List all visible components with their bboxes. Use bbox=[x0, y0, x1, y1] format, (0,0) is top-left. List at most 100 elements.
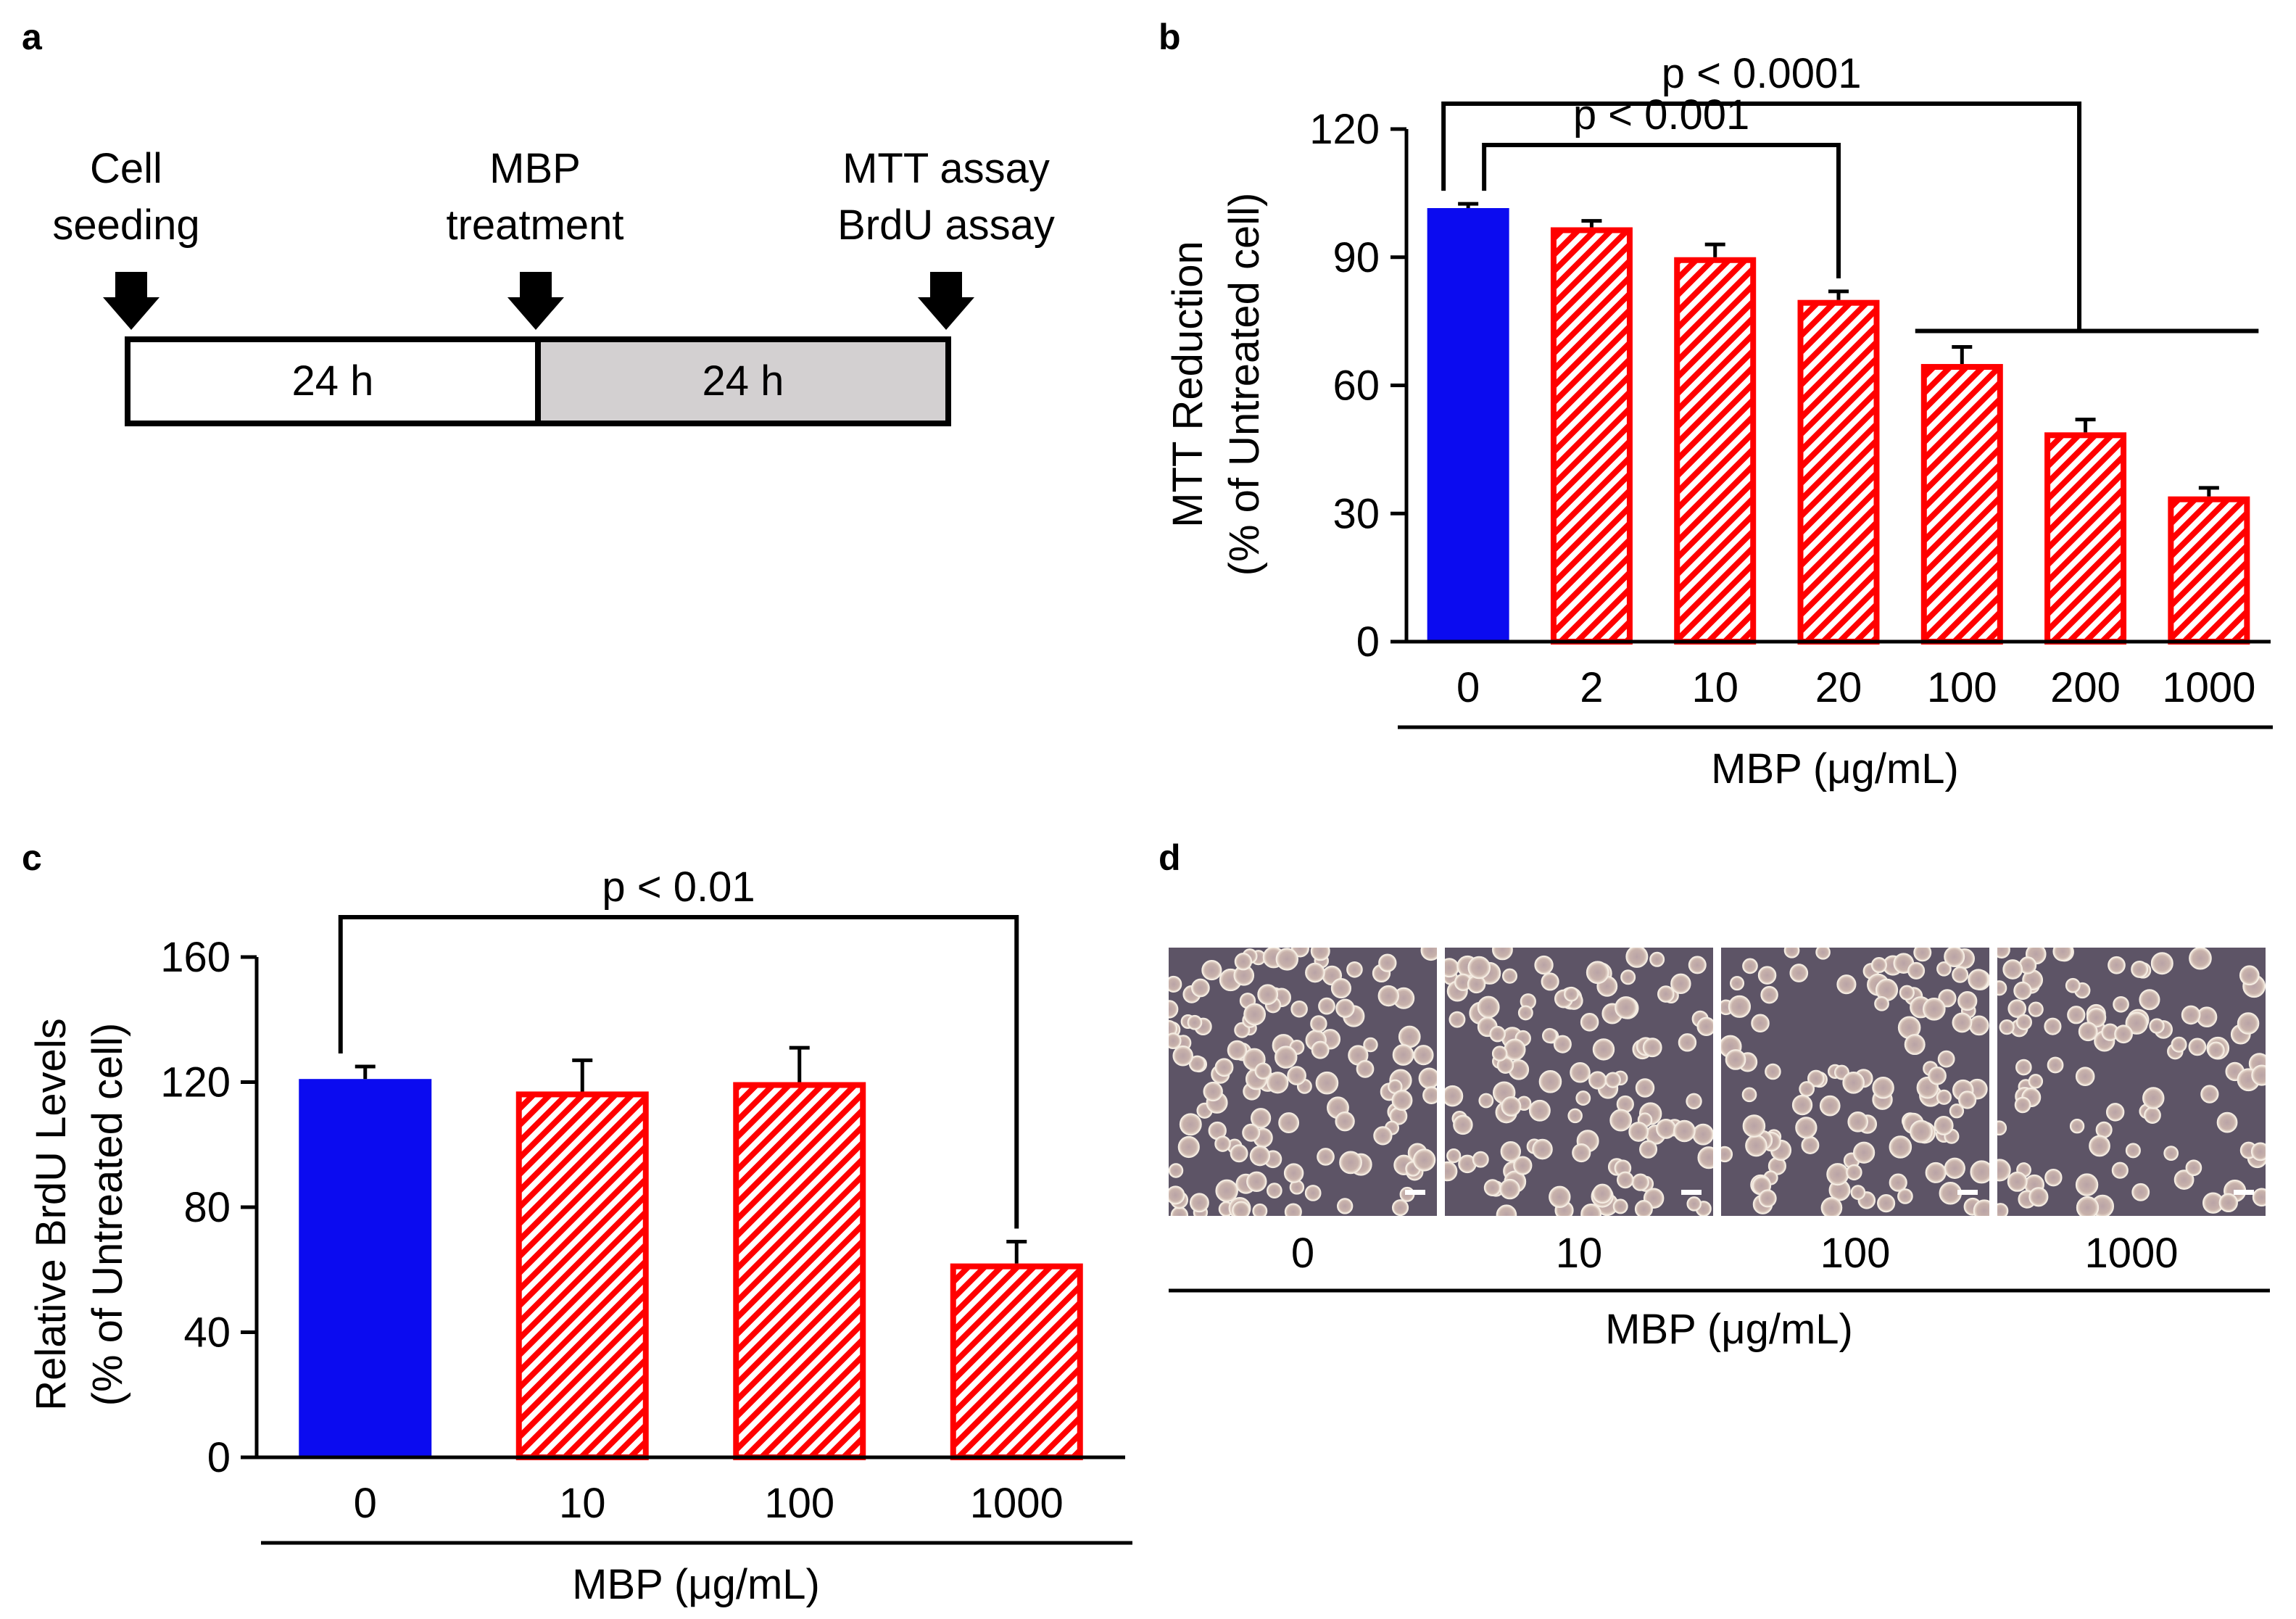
scale-bar bbox=[1405, 1190, 1425, 1195]
cell bbox=[2108, 956, 2126, 974]
x-tick-label: 0 bbox=[1456, 664, 1480, 711]
cell bbox=[1970, 1160, 1989, 1184]
cell bbox=[2047, 1056, 2064, 1074]
cell bbox=[1254, 1062, 1272, 1080]
cell bbox=[1913, 948, 1932, 962]
cell bbox=[1997, 1120, 2007, 1136]
cell bbox=[1517, 1005, 1533, 1021]
cell bbox=[1445, 958, 1459, 978]
cell bbox=[2250, 1142, 2266, 1162]
cell bbox=[1336, 1198, 1354, 1214]
cell bbox=[1413, 1045, 1434, 1066]
timeline-period-label: 24 h bbox=[703, 357, 784, 405]
cell bbox=[1373, 1126, 1393, 1146]
x-axis-label: MBP (μg/mL) bbox=[572, 1561, 820, 1608]
cell bbox=[2185, 1159, 2202, 1177]
y-tick-label: 40 bbox=[183, 1309, 231, 1357]
significance-annotations: p < 0.01 bbox=[338, 864, 1019, 1229]
cell bbox=[2075, 1067, 2095, 1086]
cell bbox=[1310, 1015, 1327, 1032]
cell bbox=[1997, 1159, 2011, 1182]
cell bbox=[2076, 1196, 2100, 1216]
x-tick-label: 1000 bbox=[2162, 664, 2255, 711]
cell bbox=[1826, 1163, 1849, 1186]
cell bbox=[1553, 1035, 1572, 1053]
x-tick-label: 0 bbox=[354, 1480, 377, 1527]
cell bbox=[2007, 999, 2027, 1018]
cell bbox=[1952, 1012, 1973, 1033]
cell bbox=[1649, 951, 1665, 967]
cell bbox=[1741, 1087, 1757, 1103]
cell bbox=[1620, 969, 1636, 985]
cell bbox=[1232, 1201, 1251, 1216]
cell bbox=[1807, 1069, 1825, 1088]
cell bbox=[1604, 1072, 1621, 1088]
panel-a: a Cell seeding MBP treatment MTT assay B… bbox=[22, 17, 1055, 426]
cell bbox=[1635, 1078, 1655, 1098]
y-tick-label: 0 bbox=[1356, 618, 1380, 666]
scale-bar bbox=[2234, 1190, 2254, 1195]
cell bbox=[2028, 1001, 2044, 1017]
cell bbox=[1997, 980, 2007, 996]
scale-bar bbox=[1681, 1190, 1702, 1195]
cell bbox=[1692, 1123, 1713, 1146]
panel-a-letter: a bbox=[22, 17, 43, 57]
cell bbox=[1189, 1193, 1209, 1213]
cell bbox=[1169, 1163, 1184, 1178]
cell bbox=[1230, 1144, 1248, 1163]
down-arrow-icon bbox=[507, 272, 564, 330]
cell bbox=[1418, 1067, 1437, 1089]
cell bbox=[1616, 1171, 1634, 1189]
cell bbox=[1588, 1071, 1607, 1090]
cell bbox=[2218, 1193, 2238, 1213]
cell bbox=[1275, 1045, 1298, 1069]
cell bbox=[1177, 1135, 1200, 1159]
bar-series bbox=[299, 1079, 1083, 1460]
cell bbox=[2015, 1014, 2032, 1030]
cell bbox=[1592, 1038, 1615, 1061]
cell bbox=[1243, 1003, 1267, 1026]
y-tick-label: 120 bbox=[160, 1059, 231, 1106]
y-axis-label-line2: (% of Untreated cell) bbox=[84, 1023, 131, 1407]
cell bbox=[1642, 1038, 1662, 1058]
cell bbox=[1513, 1156, 1533, 1175]
cell bbox=[1284, 1203, 1302, 1216]
significance-label: p < 0.001 bbox=[1573, 91, 1750, 138]
cell bbox=[1801, 1136, 1820, 1154]
cell bbox=[2125, 1143, 2141, 1159]
cell bbox=[2013, 981, 2032, 1001]
cell bbox=[1491, 1045, 1508, 1061]
cell bbox=[1310, 948, 1330, 961]
cell bbox=[1631, 1173, 1649, 1191]
significance-bracket bbox=[1482, 143, 1841, 278]
micrograph-row bbox=[1169, 948, 2266, 1216]
cell bbox=[1847, 1111, 1868, 1133]
cell bbox=[1246, 1171, 1267, 1193]
cell bbox=[1937, 1050, 1955, 1068]
cell bbox=[1928, 1066, 1947, 1085]
cell bbox=[1609, 1109, 1633, 1132]
cell bbox=[1391, 1199, 1409, 1216]
cell bbox=[1564, 986, 1579, 1002]
cell bbox=[2069, 1119, 2085, 1134]
cell bbox=[1492, 948, 1513, 961]
cell-cluster bbox=[1445, 948, 1713, 1216]
cell bbox=[1446, 1148, 1462, 1164]
error-bars bbox=[355, 1045, 1027, 1264]
cell bbox=[2251, 1064, 2266, 1086]
cell bbox=[2149, 1018, 2165, 1034]
cell bbox=[1639, 1140, 1658, 1159]
y-axis-ticks: 0 40 80 120 160 bbox=[160, 934, 257, 1481]
cell bbox=[1745, 1134, 1767, 1157]
cell bbox=[1952, 966, 1969, 983]
cell bbox=[1489, 1025, 1506, 1043]
panel-b-letter: b bbox=[1159, 17, 1181, 57]
cell bbox=[1925, 1162, 1947, 1183]
cell bbox=[1973, 1199, 1989, 1216]
cell bbox=[1899, 985, 1915, 1001]
cell bbox=[1897, 1188, 1913, 1204]
cell bbox=[2044, 1017, 2062, 1035]
cell bbox=[1789, 964, 1809, 982]
